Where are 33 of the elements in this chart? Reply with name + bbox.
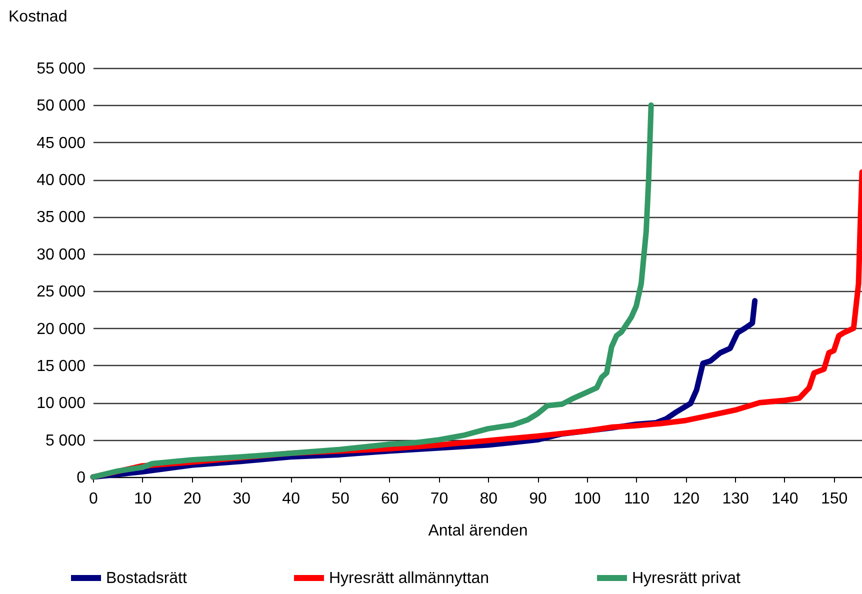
x-tick-label: 20 xyxy=(183,490,202,508)
y-tick-label: 0 xyxy=(76,470,86,486)
y-tick-label: 30 000 xyxy=(36,246,86,264)
y-tick-label: 5 000 xyxy=(45,432,86,450)
x-tick-label: 30 xyxy=(232,490,251,508)
x-tick-label: 50 xyxy=(332,490,350,508)
y-tick-label: 35 000 xyxy=(36,209,86,226)
x-tick-label: 80 xyxy=(480,490,498,508)
x-tick-label: 60 xyxy=(380,490,399,508)
x-tick-label: 90 xyxy=(529,490,548,508)
y-tick-label: 50 000 xyxy=(36,98,86,115)
y-tick-label: 15 000 xyxy=(36,358,86,375)
y-tick-label: 25 000 xyxy=(36,284,86,301)
x-tick-label: 0 xyxy=(89,490,98,508)
x-tick-label: 110 xyxy=(624,490,650,508)
y-tick-label: 10 000 xyxy=(36,395,86,412)
x-tick-label: 150 xyxy=(820,490,848,508)
y-axis-title: Kostnad xyxy=(8,8,68,26)
legend-label: Hyresrätt privat xyxy=(632,570,742,587)
legend-label: Hyresrätt allmännyttan xyxy=(329,570,490,587)
legend-label: Bostadsrätt xyxy=(106,570,188,587)
x-tick-label: 120 xyxy=(672,490,700,508)
y-tick-label: 55 000 xyxy=(36,60,86,78)
y-tick-label: 20 000 xyxy=(36,320,86,338)
x-tick-label: 100 xyxy=(574,490,601,508)
x-axis-title: Antal ärenden xyxy=(428,522,528,540)
y-tick-label: 45 000 xyxy=(36,134,86,152)
y-tick-label: 40 000 xyxy=(36,172,86,190)
x-tick-label: 70 xyxy=(430,490,448,508)
x-tick-label: 10 xyxy=(134,490,152,508)
x-tick-label: 130 xyxy=(722,490,750,508)
x-tick-label: 140 xyxy=(772,490,798,508)
x-tick-label: 40 xyxy=(282,490,300,508)
